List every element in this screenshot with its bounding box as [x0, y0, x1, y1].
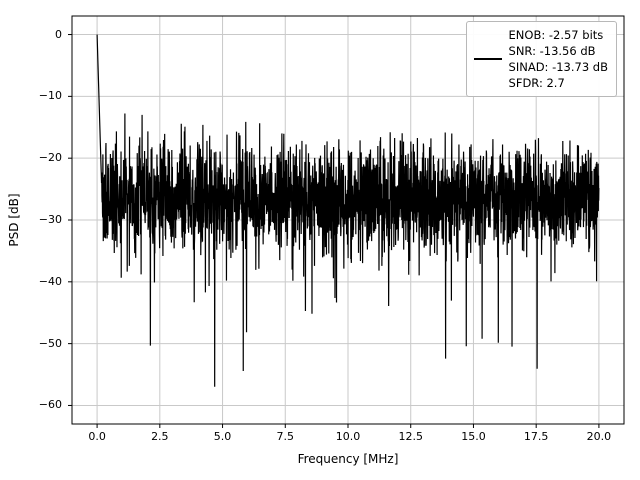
y-tick-label: −10 — [38, 89, 62, 103]
y-tick-label: −20 — [38, 151, 62, 165]
x-tick-label: 5.0 — [213, 430, 232, 443]
y-tick-label: −60 — [38, 398, 62, 412]
legend-text: ENOB: -2.57 bits SNR: -13.56 dB SINAD: -… — [509, 27, 608, 91]
legend: ENOB: -2.57 bits SNR: -13.56 dB SINAD: -… — [465, 21, 617, 97]
y-tick-label: −50 — [38, 336, 62, 350]
x-tick-label: 12.5 — [398, 430, 423, 443]
y-tick-label: 0 — [55, 27, 62, 41]
x-tick-label: 10.0 — [335, 430, 361, 443]
y-tick-label: −40 — [38, 274, 62, 288]
legend-enob: ENOB: -2.57 bits — [508, 28, 604, 42]
x-tick-label: 2.5 — [151, 430, 169, 443]
x-tick-label: 20.0 — [586, 430, 612, 443]
x-tick-label: 7.5 — [276, 430, 295, 443]
legend-sfdr: SFDR: 2.7 — [508, 76, 565, 90]
x-axis-label: Frequency [MHz] — [297, 452, 399, 466]
x-tick-label: 15.0 — [461, 430, 486, 443]
x-tick-label: 17.5 — [523, 430, 549, 443]
plot-area — [68, 15, 625, 428]
legend-snr: SNR: -13.56 dB — [508, 44, 596, 58]
x-tick-label: 0.0 — [88, 430, 106, 443]
axes-frame — [71, 15, 625, 425]
psd-trace — [96, 34, 600, 387]
y-tick-label: −30 — [38, 213, 62, 226]
legend-line-sample — [473, 58, 502, 60]
legend-sinad: SINAD: -13.73 dB — [508, 60, 608, 74]
